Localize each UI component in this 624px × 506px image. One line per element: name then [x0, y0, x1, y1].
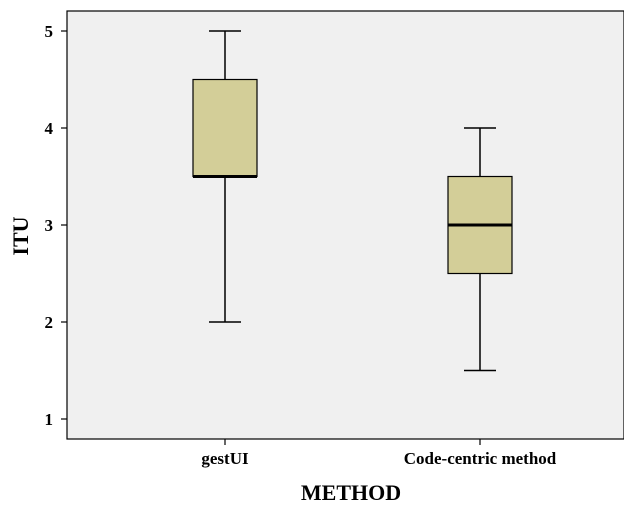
y-tick-label-1: 1 — [45, 410, 54, 429]
x-axis: gestUI Code-centric method — [201, 439, 557, 468]
y-tick-label-5: 5 — [45, 22, 54, 41]
box-0 — [192, 30, 258, 323]
y-axis: 1 2 3 4 5 — [45, 22, 67, 429]
x-axis-title: METHOD — [301, 480, 401, 505]
plot-area — [66, 10, 624, 440]
x-tick-label-1: Code-centric method — [404, 449, 557, 468]
y-tick-label-2: 2 — [45, 313, 54, 332]
iqr-box — [192, 78, 258, 178]
y-tick-label-4: 4 — [45, 119, 54, 138]
x-tick-label-0: gestUI — [201, 449, 249, 468]
y-tick-label-3: 3 — [45, 216, 54, 235]
box-1 — [447, 127, 513, 372]
boxes — [192, 30, 513, 372]
y-axis-title: ITU — [8, 216, 33, 255]
